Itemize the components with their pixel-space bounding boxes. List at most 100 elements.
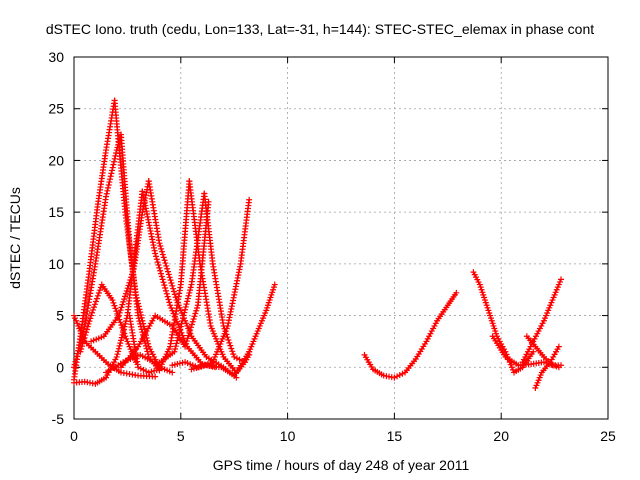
data-point [153,256,160,263]
data-point [107,176,114,183]
grid [74,57,608,419]
data-series [519,276,565,366]
data-series [71,97,118,383]
data-point [84,323,91,330]
data-point [246,196,253,203]
data-point [82,332,89,339]
data-point [119,324,126,331]
data-point [90,306,97,313]
data-point [555,343,562,350]
data-point [166,299,173,306]
x-tick-label: 0 [70,428,78,444]
data-point [103,193,110,200]
data-point [225,337,232,344]
data-point [85,320,92,327]
data-point [160,279,167,286]
data-point [128,274,135,281]
x-tick-label: 15 [387,428,403,444]
data-point [159,248,166,255]
data-point [142,342,149,349]
data-point [114,310,121,317]
data-point [158,273,165,280]
data-point [71,361,78,368]
data-series [88,178,152,345]
data-point [77,348,84,355]
data-point [163,262,170,269]
data-point [177,323,184,330]
data-point [164,265,171,272]
data-point [188,321,195,328]
data-series [103,190,208,376]
data-point [166,274,173,281]
data-point [168,304,175,311]
data-point [153,367,160,374]
data-point [162,284,169,291]
data-point [188,324,195,331]
data-point [399,370,406,377]
data-point [231,353,238,360]
data-point [152,253,159,260]
plot-area [71,97,565,391]
data-point [170,288,177,295]
data-point [92,298,99,305]
data-point [184,295,191,302]
data-point [239,357,246,364]
data-point [120,298,127,305]
data-point [119,301,126,308]
data-point [161,282,168,289]
data-point [78,345,85,352]
data-point [121,330,128,337]
data-point [96,287,103,294]
data-point [111,158,118,165]
y-tick-label: 30 [48,49,64,65]
data-point [186,289,193,296]
data-point [224,334,231,341]
data-point [179,315,186,322]
data-point [113,353,120,360]
data-point [87,315,94,322]
data-point [228,345,235,352]
data-point [163,290,170,297]
data-point [185,292,192,299]
data-point [173,340,180,347]
data-point [73,356,80,363]
data-point [105,181,112,188]
data-point [172,343,179,350]
data-point [86,318,93,325]
data-point [109,297,116,304]
data-point [112,305,119,312]
data-point [165,271,172,278]
data-point [170,285,177,292]
data-point [129,271,136,278]
data-point [396,372,403,379]
data-point [230,351,237,358]
chart-title: dSTEC Iono. truth (cedu, Lon=133, Lat=-3… [46,21,594,37]
data-point [185,332,192,339]
data-point [109,164,116,171]
data-point [157,243,164,250]
data-series [117,198,212,371]
data-point [394,373,401,380]
data-point [145,369,152,376]
data-point [159,276,166,283]
data-point [192,310,199,317]
data-point [117,307,124,314]
data-point [194,304,201,311]
data-point [107,173,114,180]
data-point [118,334,125,341]
data-point [152,373,159,380]
data-point [120,327,127,334]
data-point [160,254,167,261]
data-point [135,315,142,322]
data-point [169,282,176,289]
data-point [168,279,175,286]
data-point [122,293,129,300]
data-point [227,342,234,349]
data-point [391,374,398,381]
data-point [118,304,125,311]
data-point [229,348,236,355]
data-point [135,312,142,319]
data-point [122,290,129,297]
data-point [83,326,90,333]
data-point [103,190,110,197]
